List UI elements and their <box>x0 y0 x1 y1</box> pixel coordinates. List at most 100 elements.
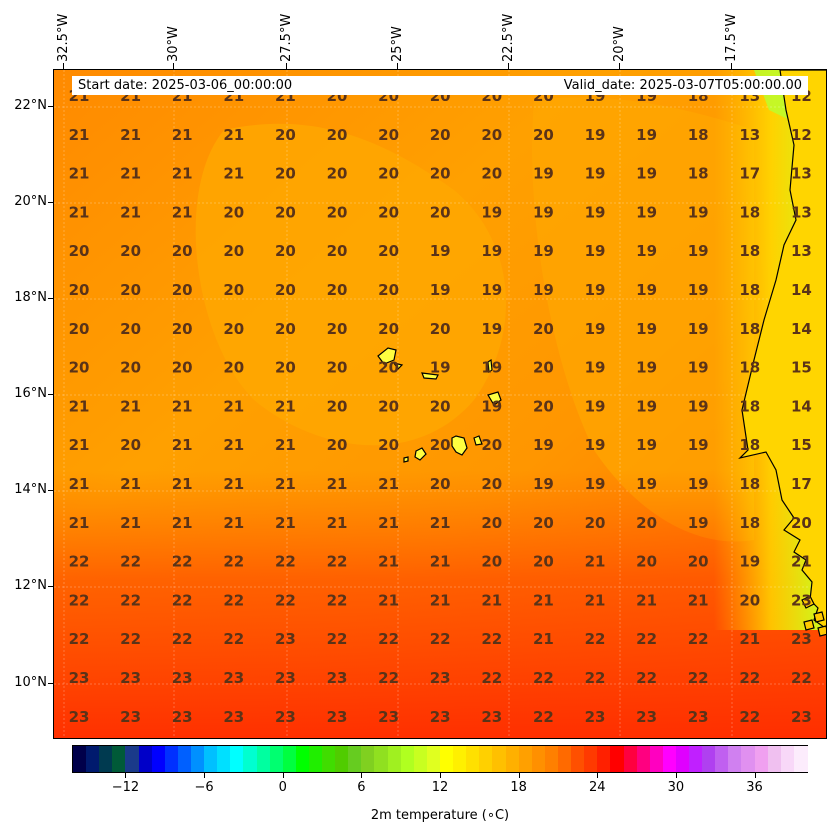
temperature-value: 20 <box>378 126 399 144</box>
temperature-value: 18 <box>739 242 760 260</box>
temperature-value: 22 <box>739 669 760 687</box>
lon-tick <box>397 63 398 69</box>
gridlines <box>54 70 826 738</box>
colorbar-segment <box>387 746 402 772</box>
colorbar-segment <box>531 746 546 772</box>
temperature-value: 20 <box>430 436 451 454</box>
temperature-value: 19 <box>430 281 451 299</box>
colorbar-segment <box>440 746 454 772</box>
temperature-value: 20 <box>120 359 141 377</box>
temperature-value: 19 <box>430 359 451 377</box>
colorbar-segment <box>256 746 271 772</box>
temperature-value: 22 <box>172 591 193 609</box>
temperature-value: 20 <box>327 436 348 454</box>
temperature-value: 19 <box>636 436 657 454</box>
colorbar-segment <box>662 746 677 772</box>
colorbar-segment <box>793 746 808 772</box>
colorbar-segment <box>649 746 664 772</box>
colorbar-tick <box>675 773 677 778</box>
colorbar-segment <box>728 746 743 772</box>
lat-tick <box>48 106 53 107</box>
colorbar-segment <box>492 746 507 772</box>
temperature-value: 20 <box>120 436 141 454</box>
temperature-value: 21 <box>223 436 244 454</box>
lon-tick <box>63 63 64 69</box>
temperature-value: 18 <box>688 126 709 144</box>
temperature-value: 18 <box>739 397 760 415</box>
lon-label-30w: 30°W <box>166 26 181 62</box>
temperature-value: 20 <box>378 436 399 454</box>
temperature-value: 22 <box>223 630 244 648</box>
temperature-value: 15 <box>791 436 812 454</box>
temperature-value: 21 <box>688 591 709 609</box>
lon-label-20w: 20°W <box>612 26 627 62</box>
temperature-value: 19 <box>636 281 657 299</box>
temperature-value: 20 <box>172 281 193 299</box>
temperature-value: 21 <box>69 203 90 221</box>
temperature-value: 19 <box>636 359 657 377</box>
temperature-value: 20 <box>327 203 348 221</box>
temperature-value: 23 <box>69 669 90 687</box>
temperature-value: 20 <box>69 242 90 260</box>
colorbar-tick <box>754 773 756 778</box>
temperature-value: 23 <box>69 708 90 726</box>
lon-tick <box>173 63 174 69</box>
temperature-value: 19 <box>533 436 554 454</box>
lat-label-16n: 16°N <box>14 386 47 401</box>
lon-label-17-5w: 17.5°W <box>724 13 739 62</box>
temperature-value: 21 <box>120 475 141 493</box>
temperature-value: 20 <box>172 320 193 338</box>
temperature-value: 21 <box>120 165 141 183</box>
temperature-value: 20 <box>327 397 348 415</box>
colorbar <box>72 745 808 773</box>
temperature-value: 22 <box>378 669 399 687</box>
bijagos-islands <box>801 595 826 637</box>
temperature-value: 13 <box>739 126 760 144</box>
temperature-value: 23 <box>120 708 141 726</box>
temperature-map: 21 21 21 21 21 20 20 20 20 20 19 19 18 13 12 21 21 21 21 20… <box>54 70 826 738</box>
temperature-value: 20 <box>791 514 812 532</box>
temperature-value: 20 <box>688 553 709 571</box>
temperature-value: 19 <box>688 436 709 454</box>
temperature-value: 21 <box>172 397 193 415</box>
temperature-value: 20 <box>378 203 399 221</box>
temperature-value: 19 <box>585 242 606 260</box>
temperature-value: 20 <box>223 359 244 377</box>
temperature-value: 21 <box>327 514 348 532</box>
temperature-value: 21 <box>275 475 296 493</box>
temperature-value: 21 <box>69 165 90 183</box>
colorbar-segment <box>151 746 166 772</box>
temperature-value: 19 <box>688 242 709 260</box>
lon-label-25w: 25°W <box>390 26 405 62</box>
temperature-value: 22 <box>636 630 657 648</box>
temperature-value: 19 <box>481 203 502 221</box>
temperature-value: 19 <box>636 320 657 338</box>
temperature-value: 21 <box>223 397 244 415</box>
colorbar-segment <box>282 746 297 772</box>
temperature-value: 21 <box>120 203 141 221</box>
temperature-value: 20 <box>69 320 90 338</box>
colorbar-tick-label: 18 <box>510 780 527 795</box>
colorbar-segment <box>112 746 127 772</box>
temperature-value: 23 <box>430 708 451 726</box>
temperature-value: 21 <box>378 475 399 493</box>
temperature-value: 22 <box>120 553 141 571</box>
temperature-value: 19 <box>688 359 709 377</box>
valid-date-label: Valid_date: 2025-03-07T05:00:00.00 <box>532 76 808 95</box>
temperature-value: 19 <box>585 281 606 299</box>
colorbar-tick-label: 6 <box>357 780 366 795</box>
temperature-value: 23 <box>275 669 296 687</box>
temperature-value: 19 <box>533 242 554 260</box>
temperature-value: 21 <box>172 203 193 221</box>
lat-tick <box>48 683 53 684</box>
temperature-value: 20 <box>533 514 554 532</box>
colorbar-segment <box>584 746 598 772</box>
temperature-value-labels: 21 21 21 21 21 20 20 20 20 20 19 19 18 13 12 21 21 21 21 20… <box>69 87 812 726</box>
colorbar-segment <box>413 746 428 772</box>
colorbar-segment <box>73 746 87 772</box>
temperature-value: 21 <box>275 436 296 454</box>
colorbar-segment <box>675 746 690 772</box>
temperature-value: 18 <box>739 436 760 454</box>
temperature-value: 20 <box>327 126 348 144</box>
temperature-value: 23 <box>636 708 657 726</box>
